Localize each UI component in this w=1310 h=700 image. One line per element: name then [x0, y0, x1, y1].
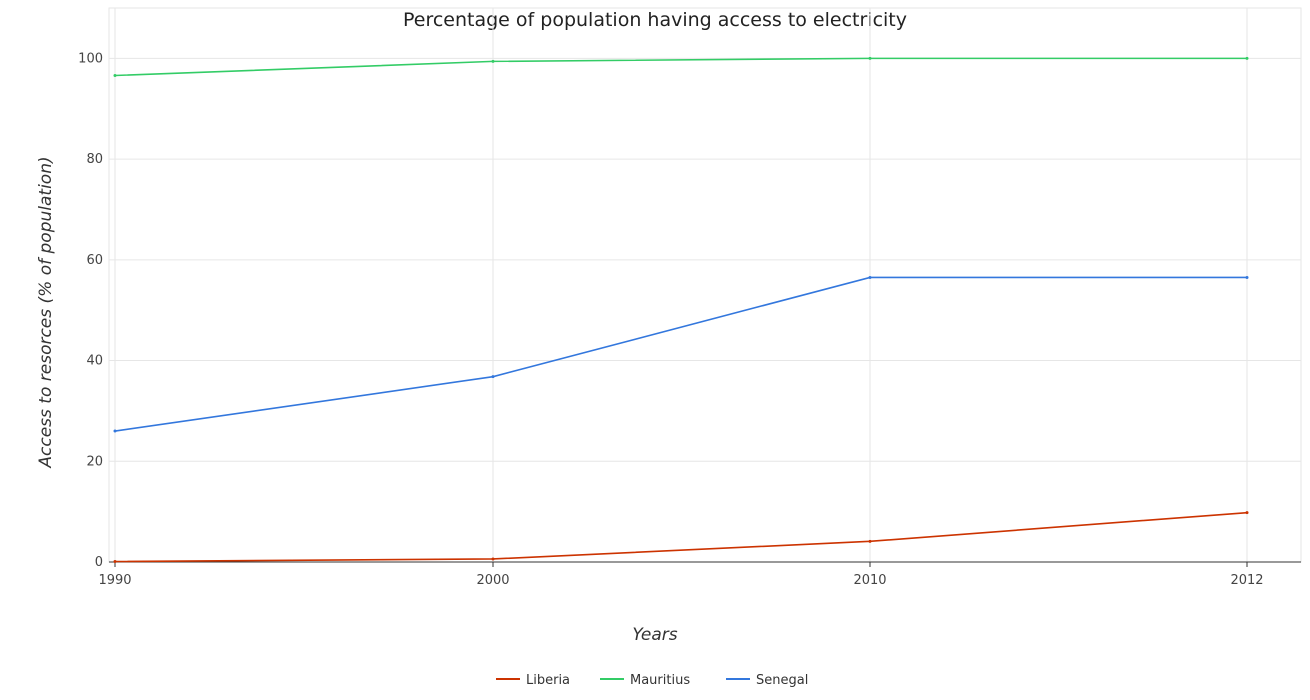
series-line-mauritius [114, 57, 1247, 77]
legend: Liberia Mauritius Senegal [496, 673, 808, 688]
data-point-senegal [491, 375, 495, 379]
data-point-mauritius [868, 56, 872, 60]
y-tick-label: 100 [78, 51, 103, 66]
data-point-liberia [491, 557, 495, 561]
data-point-liberia [868, 539, 872, 543]
x-tick-label: 2012 [1230, 573, 1263, 588]
data-point-senegal [868, 275, 872, 279]
y-tick-label: 0 [95, 555, 103, 570]
y-axis-ticks: 0 20 40 60 80 100 [78, 51, 103, 570]
legend-label-mauritius: Mauritius [630, 673, 690, 688]
y-tick-label: 20 [86, 454, 103, 469]
legend-label-liberia: Liberia [526, 673, 570, 688]
data-point-liberia [1245, 511, 1249, 515]
y-tick-label: 80 [86, 152, 103, 167]
data-point-mauritius [1245, 56, 1249, 60]
data-point-mauritius [491, 59, 495, 63]
x-tick-label: 2000 [476, 573, 509, 588]
chart-title: Percentage of population having access t… [403, 9, 907, 31]
x-tick-label: 1990 [98, 573, 131, 588]
x-axis-label: Years [632, 625, 677, 645]
data-point-liberia [113, 559, 117, 563]
data-point-senegal [113, 429, 117, 433]
data-point-mauritius [113, 73, 117, 77]
legend-label-senegal: Senegal [756, 673, 808, 688]
y-tick-label: 60 [86, 253, 103, 268]
grid-lines [108, 7, 1302, 563]
y-tick-label: 40 [86, 354, 103, 369]
y-axis-label: Access to resorces (% of population) [36, 156, 56, 468]
data-point-senegal [1245, 275, 1249, 279]
x-tick-label: 2010 [853, 573, 886, 588]
plot-frame [108, 7, 1302, 563]
series-line-senegal [114, 276, 1247, 432]
x-axis-ticks: 1990 2000 2010 2012 [98, 562, 1264, 588]
series-lines [113, 56, 1249, 563]
series-line-liberia [114, 511, 1248, 563]
